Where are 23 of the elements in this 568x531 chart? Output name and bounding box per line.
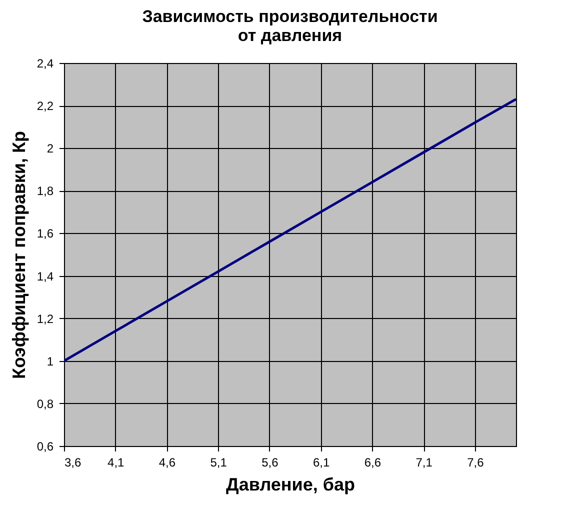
x-tick-label: 5,1 bbox=[210, 456, 228, 470]
x-tick-label: 7,1 bbox=[416, 456, 433, 470]
x-tick-label: 3,6 bbox=[64, 456, 82, 470]
y-axis-title: Коэффициент поправки, Кр bbox=[8, 131, 29, 379]
y-tick-label: 0,8 bbox=[36, 396, 54, 411]
y-tick-label: 1,2 bbox=[36, 312, 54, 326]
y-tick-label: 1,8 bbox=[36, 184, 54, 198]
text: от давления bbox=[238, 26, 342, 45]
y-tick-label: 1 bbox=[46, 354, 54, 368]
x-tick-label: 7,6 bbox=[467, 456, 484, 470]
y-tick-label: 0,6 bbox=[36, 440, 54, 454]
y-tick-label: 2,2 bbox=[36, 99, 54, 114]
y-tick-label: 1,4 bbox=[36, 269, 54, 284]
y-tick-label: 1,6 bbox=[36, 226, 54, 241]
x-tick-label: 4,6 bbox=[158, 456, 176, 470]
x-tick-label: 4,1 bbox=[108, 456, 125, 470]
x-tick-label: 6,6 bbox=[364, 456, 382, 470]
text: Зависимость производительности bbox=[142, 7, 438, 26]
y-tick-label: 2,4 bbox=[36, 56, 54, 70]
x-axis-title: Давление, бар bbox=[226, 474, 355, 494]
x-tick-label: 5,6 bbox=[262, 456, 279, 470]
x-tick-label: 6,1 bbox=[312, 456, 330, 470]
y-tick-label: 2 bbox=[46, 142, 54, 156]
